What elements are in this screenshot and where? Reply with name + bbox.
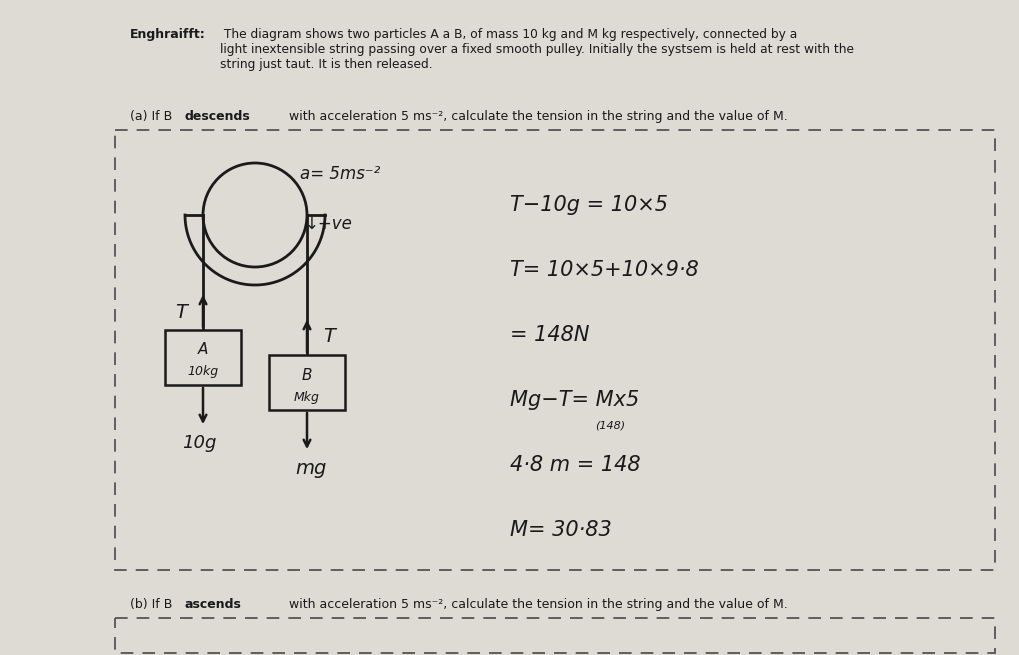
Text: 10g: 10g xyxy=(181,434,216,452)
Bar xyxy=(165,330,242,385)
Text: Mkg: Mkg xyxy=(294,390,320,403)
Text: ↓+ve: ↓+ve xyxy=(305,215,353,233)
Text: Enghraifft:: Enghraifft: xyxy=(130,28,206,41)
Text: with acceleration 5 ms⁻², calculate the tension in the string and the value of M: with acceleration 5 ms⁻², calculate the … xyxy=(285,110,788,123)
Bar xyxy=(115,130,995,570)
Text: The diagram shows two particles A a B, of mass 10 kg and M kg respectively, conn: The diagram shows two particles A a B, o… xyxy=(220,28,854,71)
Bar xyxy=(269,355,345,410)
Text: descends: descends xyxy=(185,110,251,123)
Text: T= 10×5+10×9·8: T= 10×5+10×9·8 xyxy=(510,260,699,280)
Text: T: T xyxy=(323,328,335,346)
Text: ascends: ascends xyxy=(185,598,242,611)
Text: mg: mg xyxy=(296,458,327,477)
Text: with acceleration 5 ms⁻², calculate the tension in the string and the value of M: with acceleration 5 ms⁻², calculate the … xyxy=(285,598,788,611)
Text: B: B xyxy=(302,367,312,383)
Text: a= 5ms⁻²: a= 5ms⁻² xyxy=(300,165,380,183)
Bar xyxy=(115,618,995,653)
Text: T−10g = 10×5: T−10g = 10×5 xyxy=(510,195,668,215)
Text: = 148N: = 148N xyxy=(510,325,590,345)
Text: (a) If B: (a) If B xyxy=(130,110,176,123)
Text: A: A xyxy=(198,343,208,358)
Text: Mg−T= Mx5: Mg−T= Mx5 xyxy=(510,390,639,410)
Text: M= 30·83: M= 30·83 xyxy=(510,520,611,540)
Text: (148): (148) xyxy=(595,420,625,430)
Text: (b) If B: (b) If B xyxy=(130,598,176,611)
Text: 4·8 m = 148: 4·8 m = 148 xyxy=(510,455,641,475)
Text: T: T xyxy=(175,303,186,322)
Text: 10kg: 10kg xyxy=(187,365,218,379)
